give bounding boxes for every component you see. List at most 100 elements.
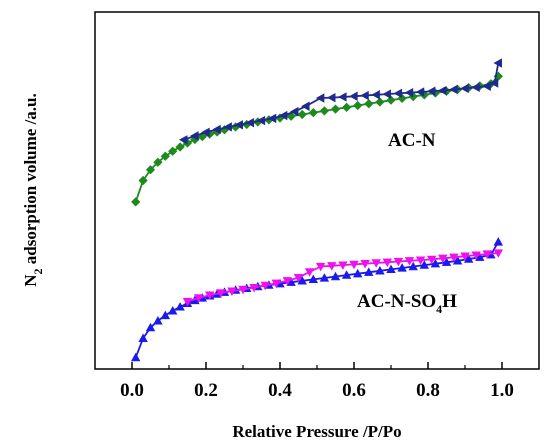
data-point — [308, 108, 318, 118]
plot-frame — [94, 11, 540, 370]
data-point — [282, 277, 293, 286]
data-point — [330, 104, 341, 114]
data-point — [145, 165, 156, 175]
data-point — [449, 84, 458, 95]
data-point — [353, 100, 363, 111]
data-point — [204, 291, 215, 300]
data-point — [182, 297, 193, 307]
x-axis: 0.0 0.2 0.4 0.6 0.8 1.0 — [120, 362, 514, 401]
y-axis-title: N2 adsorption volume /a.u. — [21, 93, 45, 287]
data-point — [408, 261, 418, 271]
data-point — [315, 93, 325, 103]
data-point — [145, 322, 156, 332]
data-point — [430, 258, 441, 268]
series-layer — [130, 58, 504, 362]
data-point — [452, 256, 463, 265]
data-point — [190, 131, 199, 141]
data-point — [227, 287, 237, 296]
x-tick-label: 0.2 — [194, 380, 218, 401]
data-point — [360, 260, 370, 269]
data-point — [289, 106, 299, 117]
data-point — [463, 254, 474, 263]
data-point — [441, 257, 452, 266]
data-point — [364, 267, 374, 276]
data-point — [371, 259, 381, 268]
data-point — [338, 261, 348, 270]
annotation-ac-n: AC-N — [388, 130, 436, 151]
data-point — [419, 260, 430, 269]
data-point — [153, 315, 163, 325]
data-point — [131, 197, 141, 207]
data-point — [393, 257, 404, 267]
x-tick-label: 0.0 — [120, 380, 144, 401]
data-point — [426, 255, 437, 265]
series-group — [178, 58, 502, 145]
data-point — [304, 268, 315, 277]
data-point — [201, 127, 210, 138]
data-point — [489, 78, 499, 88]
data-point — [319, 106, 330, 116]
data-point — [216, 289, 226, 298]
data-point — [360, 90, 369, 101]
data-point — [415, 87, 425, 97]
data-point — [471, 251, 481, 260]
data-point — [245, 117, 255, 128]
data-point — [460, 83, 469, 94]
x-tick-label: 0.6 — [342, 380, 366, 401]
data-point — [327, 262, 337, 271]
data-point — [349, 260, 359, 270]
data-point — [493, 249, 504, 258]
data-point — [460, 252, 470, 262]
data-point — [234, 120, 243, 130]
data-point — [326, 92, 336, 103]
data-point — [382, 258, 393, 268]
data-point — [178, 135, 188, 145]
data-point — [168, 146, 178, 156]
data-point — [471, 82, 480, 93]
data-point — [404, 257, 415, 266]
data-point — [286, 111, 296, 121]
x-tick-label: 0.4 — [268, 380, 292, 401]
data-point — [297, 276, 307, 285]
data-point — [153, 157, 163, 167]
data-point — [397, 263, 407, 272]
data-point — [482, 81, 491, 91]
data-point — [437, 85, 447, 96]
x-tick-label: 0.8 — [416, 380, 440, 401]
data-point — [301, 101, 310, 111]
data-point — [371, 90, 380, 100]
data-point — [319, 273, 330, 282]
data-point — [375, 266, 385, 275]
x-tick-label: 1.0 — [490, 380, 514, 401]
data-point — [393, 88, 403, 99]
data-point — [256, 115, 266, 126]
data-point — [260, 281, 270, 291]
series-line — [134, 75, 499, 203]
data-point — [493, 58, 502, 68]
series-group — [182, 249, 504, 307]
data-point — [330, 271, 341, 281]
data-point — [160, 310, 171, 320]
data-point — [293, 273, 304, 283]
data-point — [175, 302, 185, 311]
data-point — [249, 283, 259, 293]
data-point — [338, 92, 347, 102]
data-point — [404, 87, 414, 98]
data-point — [175, 142, 185, 152]
data-point — [315, 262, 326, 272]
annotation-ac-n-so4h: AC-N-SO4H — [357, 291, 457, 316]
data-point — [238, 285, 248, 295]
data-point — [341, 102, 352, 112]
data-point — [341, 270, 352, 279]
data-point — [482, 250, 492, 259]
data-point — [349, 91, 358, 101]
data-point — [223, 122, 232, 132]
data-point — [352, 268, 363, 278]
data-point — [382, 89, 391, 99]
data-point — [364, 99, 374, 109]
data-point — [375, 97, 385, 107]
data-point — [426, 86, 436, 96]
data-point — [138, 175, 148, 186]
data-point — [167, 305, 178, 315]
